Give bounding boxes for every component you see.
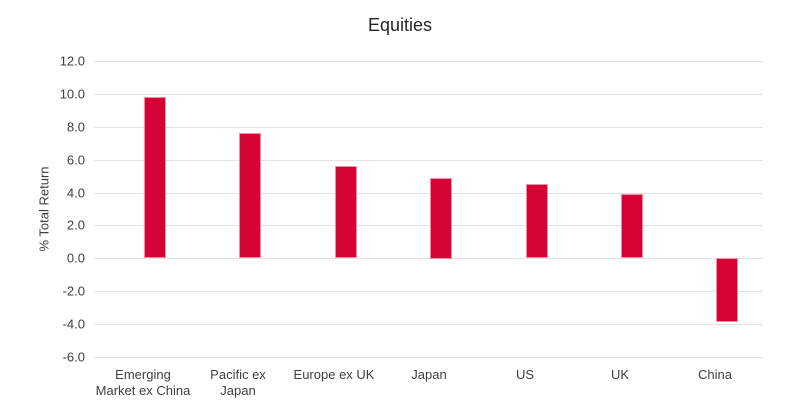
gridline (94, 94, 763, 95)
gridline (94, 127, 763, 128)
x-category-label: Emerging Market ex China (95, 367, 191, 398)
y-axis-title: % Total Return (36, 166, 52, 252)
y-axis-tick-label: 10.0 (59, 86, 85, 102)
gridline (94, 357, 763, 358)
y-axis-tick-label: 8.0 (66, 119, 85, 135)
bar-europe-ex-uk (335, 166, 357, 258)
x-category-label: China (698, 367, 732, 382)
y-axis-tick-label: -4.0 (62, 316, 85, 332)
y-axis-tick-label: 4.0 (66, 185, 85, 201)
y-axis-tick-label: -2.0 (62, 283, 85, 299)
gridline (94, 193, 763, 194)
y-axis-tick-label: 2.0 (66, 217, 85, 233)
y-axis-tick-label: 12.0 (59, 53, 85, 69)
gridline (94, 258, 763, 259)
chart-title: Equities (367, 15, 433, 35)
y-axis-tick-label: 0.0 (66, 250, 85, 266)
bar-japan (430, 178, 452, 259)
gridline (94, 225, 763, 226)
bar-us (526, 184, 548, 258)
gridline (94, 160, 763, 161)
x-category-label: US (515, 367, 535, 382)
x-category-label: UK (610, 367, 630, 382)
bar-china (716, 258, 738, 322)
x-category-label: Europe ex UK (293, 367, 375, 382)
x-category-label: Japan (411, 367, 447, 382)
gridline (94, 61, 763, 62)
plot-area (94, 61, 763, 358)
y-axis-tick-label: -6.0 (62, 349, 85, 365)
gridline (94, 324, 763, 325)
gridline (94, 291, 763, 292)
bar-uk (621, 194, 643, 258)
bar-pacific-ex-japan (239, 133, 261, 258)
y-axis-tick-label: 6.0 (66, 152, 85, 168)
bar-emerging-market-ex-china (144, 97, 166, 258)
x-category-label: Pacific ex Japan (210, 367, 266, 398)
